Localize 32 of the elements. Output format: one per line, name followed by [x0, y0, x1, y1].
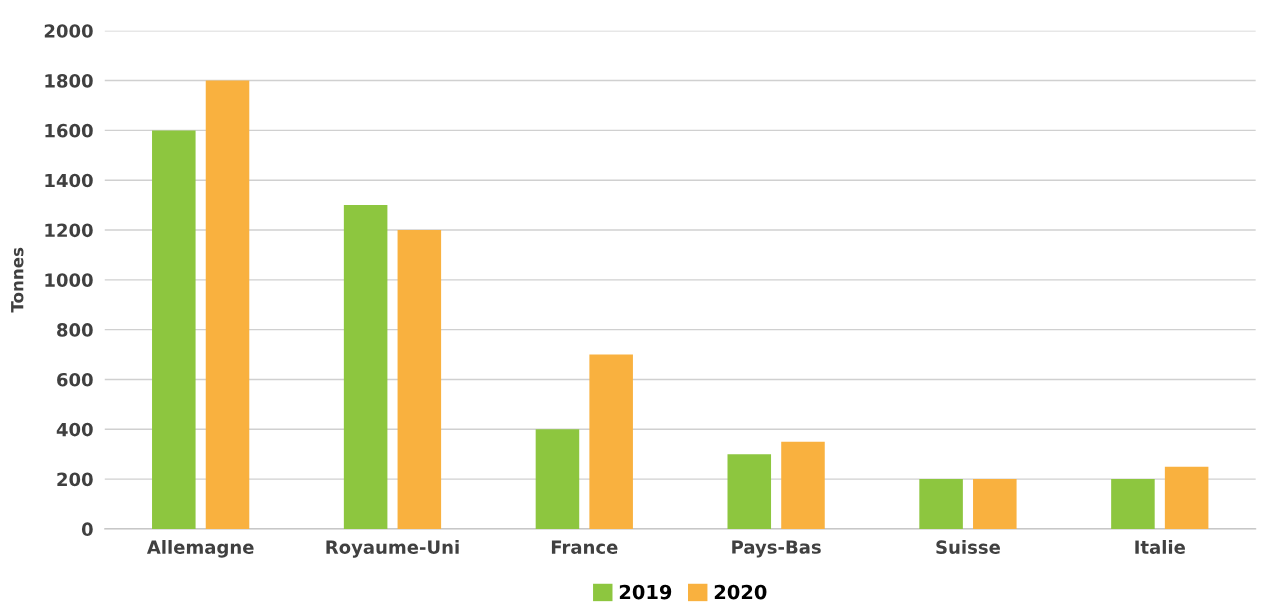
y-tick-label: 1600: [45, 123, 93, 138]
y-tick-label: 2000: [44, 24, 93, 38]
legend-label: 2020: [714, 584, 767, 600]
y-tick-label: 1000: [45, 273, 93, 287]
legend-label: 2019: [619, 584, 672, 600]
bar: [1111, 479, 1155, 529]
x-tick-label: Pays-Bas: [732, 540, 821, 558]
y-tick-label: 800: [57, 323, 93, 337]
y-tick-label: 600: [57, 372, 93, 387]
bar: [535, 429, 580, 529]
x-tick-label: Allemagne: [146, 540, 254, 558]
y-tick-label: 200: [57, 472, 93, 487]
x-tick-label: Italie: [1135, 540, 1185, 554]
y-tick-label: 1400: [45, 173, 93, 188]
x-tick-label: Suisse: [936, 540, 1000, 554]
bar: [973, 479, 1017, 529]
bar: [343, 205, 388, 529]
bar: [781, 441, 825, 529]
x-tick-label: France: [551, 540, 618, 554]
bar: [589, 354, 633, 529]
bar: [205, 80, 250, 529]
y-tick-label: 0: [81, 522, 93, 537]
bar: [1164, 466, 1209, 529]
bar: [727, 454, 772, 529]
bar: [152, 130, 196, 529]
bar: [919, 479, 963, 529]
y-tick-label: 400: [56, 422, 93, 437]
x-tick-label: Royaume-Uni: [326, 540, 459, 558]
y-tick-label: 1800: [45, 74, 93, 88]
bar: [397, 230, 442, 529]
y-axis-title: Tonnes: [11, 247, 24, 313]
y-tick-label: 1200: [45, 223, 93, 238]
